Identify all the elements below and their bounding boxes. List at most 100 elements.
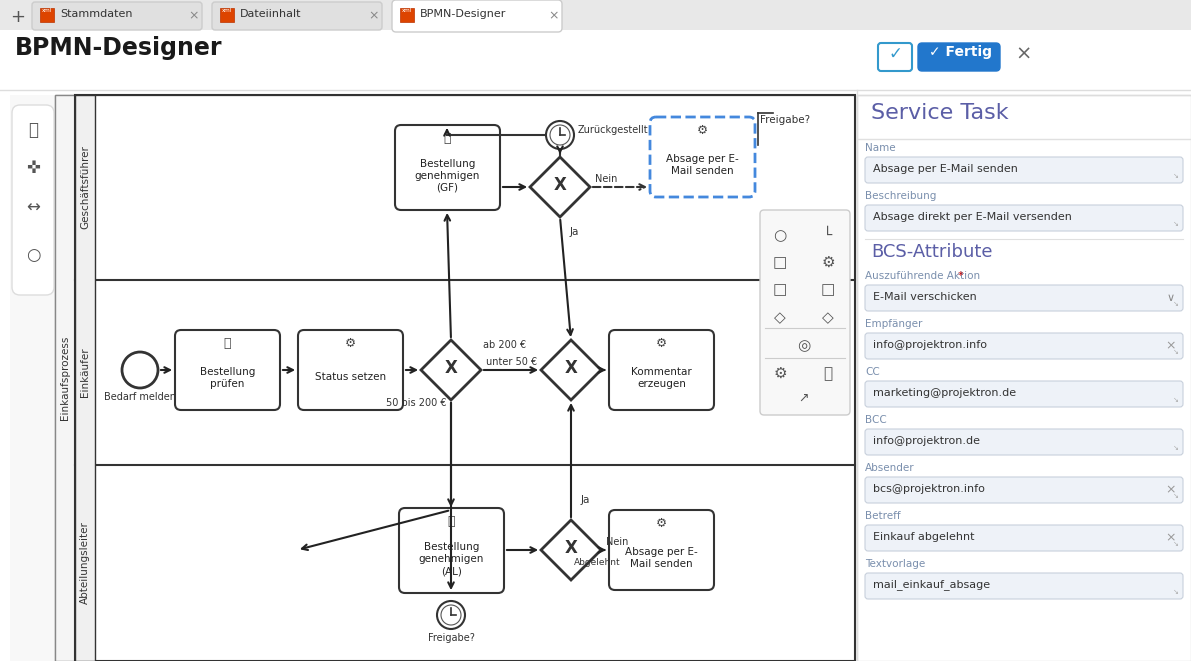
Text: Betreff: Betreff — [865, 511, 900, 521]
Bar — [0, 0, 1191, 30]
Polygon shape — [541, 520, 601, 580]
Text: ✜: ✜ — [26, 159, 40, 177]
Text: Einkauf abgelehnt: Einkauf abgelehnt — [873, 532, 974, 542]
Text: Absender: Absender — [865, 463, 915, 473]
Text: Abgelehnt: Abgelehnt — [574, 558, 621, 567]
Text: Empfänger: Empfänger — [865, 319, 922, 329]
FancyBboxPatch shape — [865, 381, 1183, 407]
FancyBboxPatch shape — [399, 508, 504, 593]
Text: □: □ — [773, 282, 787, 297]
Text: Einkäufer: Einkäufer — [80, 348, 91, 397]
Circle shape — [121, 352, 158, 388]
Text: ↘: ↘ — [1173, 349, 1179, 355]
Text: (GF): (GF) — [436, 183, 459, 193]
Text: Freigabe?: Freigabe? — [760, 115, 810, 125]
Bar — [40, 8, 54, 22]
Text: ↘: ↘ — [1173, 589, 1179, 595]
Text: E-Mail verschicken: E-Mail verschicken — [873, 292, 977, 302]
Text: ⚙: ⚙ — [656, 517, 667, 530]
Text: +: + — [10, 8, 25, 26]
FancyBboxPatch shape — [878, 43, 912, 71]
Text: Absage per E-Mail senden: Absage per E-Mail senden — [873, 164, 1018, 174]
Polygon shape — [541, 340, 601, 400]
Text: Dateiinhalt: Dateiinhalt — [241, 9, 301, 19]
Text: ⚙: ⚙ — [773, 366, 787, 381]
Text: Einkaufsprozess: Einkaufsprozess — [60, 336, 70, 420]
Text: mail_einkauf_absage: mail_einkauf_absage — [873, 580, 990, 590]
Text: Bestellung: Bestellung — [419, 159, 475, 169]
Text: □: □ — [773, 255, 787, 270]
Text: unter 50 €: unter 50 € — [486, 357, 537, 367]
FancyBboxPatch shape — [392, 0, 562, 32]
Text: 👤: 👤 — [224, 337, 231, 350]
FancyBboxPatch shape — [865, 285, 1183, 311]
Text: Zurückgestellt: Zurückgestellt — [578, 125, 649, 135]
FancyBboxPatch shape — [32, 2, 202, 30]
Text: ↘: ↘ — [1173, 301, 1179, 307]
Text: BCC: BCC — [865, 415, 887, 425]
Text: erzeugen: erzeugen — [637, 379, 686, 389]
Bar — [75, 95, 855, 661]
Text: ↘: ↘ — [1173, 221, 1179, 227]
Text: BPMN-Designer: BPMN-Designer — [15, 36, 223, 60]
Text: ab 200 €: ab 200 € — [484, 340, 526, 350]
Bar — [858, 95, 1191, 661]
Text: Mail senden: Mail senden — [630, 559, 693, 569]
Text: ×: × — [1166, 483, 1177, 496]
FancyBboxPatch shape — [609, 510, 713, 590]
Text: Nein: Nein — [606, 537, 629, 547]
Polygon shape — [420, 340, 481, 400]
Bar — [55, 95, 75, 661]
Text: ◇: ◇ — [774, 310, 786, 325]
Text: bcs@projektron.info: bcs@projektron.info — [873, 484, 985, 494]
FancyBboxPatch shape — [212, 2, 382, 30]
Text: ↘: ↘ — [1173, 397, 1179, 403]
FancyBboxPatch shape — [865, 573, 1183, 599]
FancyBboxPatch shape — [865, 157, 1183, 183]
Text: └: └ — [823, 228, 833, 243]
Text: Ja: Ja — [581, 495, 591, 505]
Text: Abteilungsleiter: Abteilungsleiter — [80, 522, 91, 604]
Text: ↘: ↘ — [1173, 445, 1179, 451]
Text: ×: × — [1166, 531, 1177, 545]
Text: X: X — [565, 539, 578, 557]
Text: ×: × — [548, 9, 559, 22]
Text: ×: × — [1015, 45, 1031, 64]
Text: ⚙: ⚙ — [821, 255, 835, 270]
Text: 🤚: 🤚 — [29, 121, 38, 139]
Text: 50 bis 200 €: 50 bis 200 € — [386, 398, 445, 408]
Text: ×: × — [1166, 340, 1177, 352]
Text: BCS-Attribute: BCS-Attribute — [871, 243, 992, 261]
FancyBboxPatch shape — [865, 205, 1183, 231]
Text: ◎: ◎ — [798, 338, 811, 353]
Text: Service Task: Service Task — [871, 103, 1009, 123]
Text: (AL): (AL) — [441, 566, 462, 576]
Text: Stammdaten: Stammdaten — [60, 9, 132, 19]
Text: ⚙: ⚙ — [697, 124, 709, 137]
FancyBboxPatch shape — [650, 117, 755, 197]
FancyBboxPatch shape — [760, 210, 850, 415]
Text: Kommentar: Kommentar — [631, 367, 692, 377]
Text: X: X — [554, 176, 567, 194]
Text: marketing@projektron.de: marketing@projektron.de — [873, 388, 1016, 398]
Text: info@projektron.info: info@projektron.info — [873, 340, 987, 350]
Text: X: X — [444, 359, 457, 377]
Text: xml: xml — [42, 8, 52, 13]
Circle shape — [441, 605, 461, 625]
Text: Nein: Nein — [596, 174, 617, 184]
Text: Geschäftsführer: Geschäftsführer — [80, 145, 91, 229]
Text: Status setzen: Status setzen — [314, 373, 386, 383]
FancyBboxPatch shape — [175, 330, 280, 410]
Text: X: X — [565, 359, 578, 377]
Text: Absage per E-: Absage per E- — [625, 547, 698, 557]
Text: Absage direkt per E-Mail versenden: Absage direkt per E-Mail versenden — [873, 212, 1072, 222]
Text: ◇: ◇ — [822, 310, 834, 325]
Text: genehmigen: genehmigen — [414, 171, 480, 181]
Circle shape — [550, 125, 570, 145]
Circle shape — [545, 121, 574, 149]
Text: ⚙: ⚙ — [345, 337, 356, 350]
FancyBboxPatch shape — [865, 333, 1183, 359]
Text: Freigabe?: Freigabe? — [428, 633, 474, 643]
FancyBboxPatch shape — [865, 477, 1183, 503]
Text: ↔: ↔ — [26, 199, 40, 217]
